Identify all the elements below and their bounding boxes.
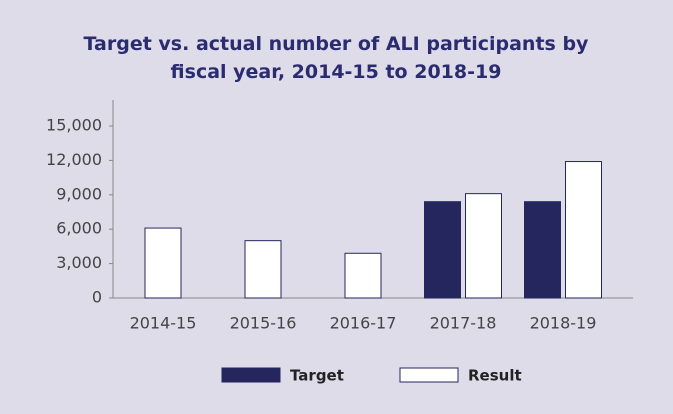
bar [144, 227, 182, 299]
x-tick-label: 2017-18 [430, 314, 497, 333]
y-tick-label: 6,000 [56, 219, 102, 238]
legend-label: Result [468, 367, 522, 385]
x-tick-label: 2018-19 [530, 314, 597, 333]
bar [344, 252, 382, 299]
y-tick-label: 9,000 [56, 184, 102, 203]
legend-swatch [221, 367, 281, 383]
y-tick-label: 15,000 [46, 116, 102, 135]
bar [565, 161, 602, 299]
y-tick-label: 3,000 [56, 253, 102, 272]
y-tick-label: 12,000 [46, 150, 102, 169]
x-tick-label: 2014-15 [130, 314, 197, 333]
y-tick-label: 0 [92, 288, 102, 307]
bar [524, 201, 561, 299]
bar [465, 193, 502, 299]
legend-label: Target [290, 367, 344, 385]
x-tick-label: 2016-17 [330, 314, 397, 333]
bar [424, 201, 461, 299]
bar [244, 240, 282, 299]
chart-title: Target vs. actual number of ALI particip… [84, 33, 590, 83]
legend-swatch [399, 367, 459, 383]
x-tick-label: 2015-16 [230, 314, 297, 333]
